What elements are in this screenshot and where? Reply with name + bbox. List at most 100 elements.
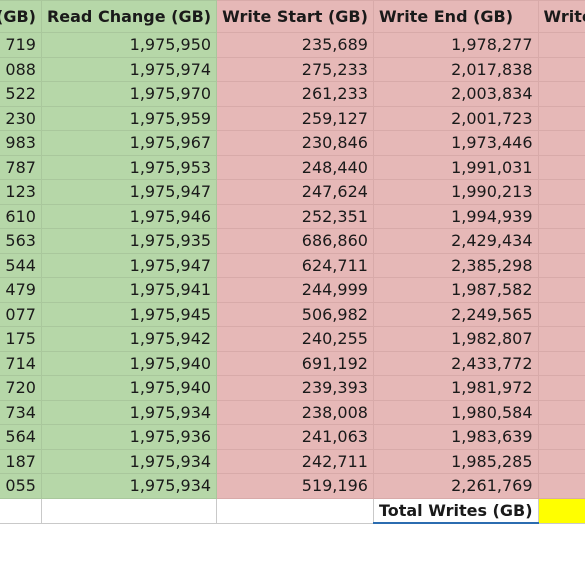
cell-read-end[interactable]: 720 xyxy=(0,375,42,401)
cell-write-change[interactable]: 1,742,5 xyxy=(537,228,585,254)
header-cell-write-change[interactable]: Write Change ( xyxy=(537,0,585,33)
cell-read-end[interactable]: 479 xyxy=(0,277,42,303)
cell-write-end[interactable]: 2,261,769 xyxy=(372,473,539,499)
cell-write-start[interactable]: 686,860 xyxy=(216,228,374,254)
cell-write-end[interactable]: 1,981,972 xyxy=(372,375,539,401)
cell-write-start[interactable]: 275,233 xyxy=(216,56,374,82)
cell-write-start[interactable]: 240,255 xyxy=(216,326,374,352)
cell-write-change[interactable]: 1,742,5 xyxy=(537,399,585,425)
cell-write-start[interactable]: 252,351 xyxy=(216,203,374,229)
total-writes-label[interactable]: Total Writes (GB) xyxy=(372,497,539,524)
cell-read-change[interactable]: 1,975,970 xyxy=(40,81,218,107)
cell-write-end[interactable]: 2,001,723 xyxy=(372,105,539,131)
cell-write-start[interactable]: 238,008 xyxy=(216,399,374,425)
cell-read-end[interactable]: 175 xyxy=(0,326,42,352)
cell-read-end[interactable]: 522 xyxy=(0,81,42,107)
cell-write-start[interactable]: 244,999 xyxy=(216,277,374,303)
cell-read-end[interactable]: 088 xyxy=(0,56,42,82)
cell-read-end[interactable]: 564 xyxy=(0,424,42,450)
cell-write-start[interactable]: 624,711 xyxy=(216,252,374,278)
header-cell-read-end[interactable]: (GB) xyxy=(0,0,42,33)
cell-write-start[interactable]: 247,624 xyxy=(216,179,374,205)
cell-write-end[interactable]: 1,973,446 xyxy=(372,130,539,156)
cell-write-change[interactable]: 1,760,5 xyxy=(537,252,585,278)
cell-write-start[interactable]: 691,192 xyxy=(216,350,374,376)
cell-read-end[interactable]: 544 xyxy=(0,252,42,278)
cell-read-change[interactable]: 1,975,935 xyxy=(40,228,218,254)
cell-read-change[interactable]: 1,975,959 xyxy=(40,105,218,131)
cell-write-start[interactable]: 242,711 xyxy=(216,448,374,474)
cell-write-change[interactable]: 1,742,5 xyxy=(537,105,585,131)
cell-read-end[interactable]: 714 xyxy=(0,350,42,376)
cell-read-change[interactable]: 1,975,940 xyxy=(40,375,218,401)
cell-read-change[interactable]: 1,975,950 xyxy=(40,32,218,58)
cell-read-change[interactable]: 1,975,953 xyxy=(40,154,218,180)
cell-write-start[interactable]: 261,233 xyxy=(216,81,374,107)
cell-write-start[interactable]: 248,440 xyxy=(216,154,374,180)
cell-write-start[interactable]: 239,393 xyxy=(216,375,374,401)
cell-read-end[interactable]: 719 xyxy=(0,32,42,58)
cell-read-end[interactable]: 734 xyxy=(0,399,42,425)
cell-empty[interactable] xyxy=(216,497,374,524)
cell-read-end[interactable]: 787 xyxy=(0,154,42,180)
cell-read-end[interactable]: 983 xyxy=(0,130,42,156)
cell-write-change[interactable]: 1,742,5 xyxy=(537,448,585,474)
cell-write-end[interactable]: 2,385,298 xyxy=(372,252,539,278)
cell-write-end[interactable]: 1,994,939 xyxy=(372,203,539,229)
cell-read-end[interactable]: 077 xyxy=(0,301,42,327)
cell-write-change[interactable]: 1,742,5 xyxy=(537,301,585,327)
cell-read-change[interactable]: 1,975,974 xyxy=(40,56,218,82)
cell-write-change[interactable]: 1,742,5 xyxy=(537,473,585,499)
cell-write-start[interactable]: 230,846 xyxy=(216,130,374,156)
cell-write-start[interactable]: 259,127 xyxy=(216,105,374,131)
cell-read-end[interactable]: 563 xyxy=(0,228,42,254)
cell-write-end[interactable]: 1,982,807 xyxy=(372,326,539,352)
cell-read-change[interactable]: 1,975,934 xyxy=(40,473,218,499)
cell-write-end[interactable]: 1,980,584 xyxy=(372,399,539,425)
cell-read-change[interactable]: 1,975,934 xyxy=(40,399,218,425)
cell-write-end[interactable]: 2,249,565 xyxy=(372,301,539,327)
cell-read-change[interactable]: 1,975,945 xyxy=(40,301,218,327)
header-cell-read-change[interactable]: Read Change (GB) xyxy=(40,0,218,33)
cell-write-change[interactable]: 1,742,6 xyxy=(537,56,585,82)
cell-write-end[interactable]: 1,991,031 xyxy=(372,154,539,180)
cell-write-end[interactable]: 2,017,838 xyxy=(372,56,539,82)
cell-write-end[interactable]: 2,429,434 xyxy=(372,228,539,254)
cell-read-change[interactable]: 1,975,942 xyxy=(40,326,218,352)
cell-write-change[interactable]: 1,742,5 xyxy=(537,32,585,58)
cell-write-change[interactable]: 1,742,6 xyxy=(537,130,585,156)
total-writes-value[interactable]: 33,127,0 xyxy=(537,497,585,524)
cell-write-end[interactable]: 1,990,213 xyxy=(372,179,539,205)
cell-read-change[interactable]: 1,975,947 xyxy=(40,179,218,205)
cell-write-end[interactable]: 2,003,834 xyxy=(372,81,539,107)
header-cell-write-end[interactable]: Write End (GB) xyxy=(372,0,539,33)
cell-empty[interactable] xyxy=(40,497,218,524)
cell-read-change[interactable]: 1,975,940 xyxy=(40,350,218,376)
cell-write-end[interactable]: 1,987,582 xyxy=(372,277,539,303)
cell-write-change[interactable]: 1,742,6 xyxy=(537,81,585,107)
cell-write-change[interactable]: 1,742,5 xyxy=(537,154,585,180)
cell-read-change[interactable]: 1,975,946 xyxy=(40,203,218,229)
cell-read-change[interactable]: 1,975,934 xyxy=(40,448,218,474)
cell-write-change[interactable]: 1,742,5 xyxy=(537,350,585,376)
cell-read-change[interactable]: 1,975,936 xyxy=(40,424,218,450)
cell-read-end[interactable]: 187 xyxy=(0,448,42,474)
cell-write-start[interactable]: 519,196 xyxy=(216,473,374,499)
cell-write-change[interactable]: 1,742,5 xyxy=(537,326,585,352)
cell-read-end[interactable]: 230 xyxy=(0,105,42,131)
cell-write-start[interactable]: 235,689 xyxy=(216,32,374,58)
header-cell-write-start[interactable]: Write Start (GB) xyxy=(216,0,374,33)
cell-write-change[interactable]: 1,742,5 xyxy=(537,277,585,303)
cell-read-end[interactable]: 610 xyxy=(0,203,42,229)
cell-read-change[interactable]: 1,975,947 xyxy=(40,252,218,278)
cell-write-change[interactable]: 1,742,5 xyxy=(537,203,585,229)
cell-read-end[interactable]: 055 xyxy=(0,473,42,499)
cell-write-end[interactable]: 1,985,285 xyxy=(372,448,539,474)
cell-read-change[interactable]: 1,975,967 xyxy=(40,130,218,156)
cell-write-change[interactable]: 1,742,5 xyxy=(537,179,585,205)
cell-empty[interactable] xyxy=(0,497,42,524)
cell-read-end[interactable]: 123 xyxy=(0,179,42,205)
cell-write-start[interactable]: 506,982 xyxy=(216,301,374,327)
cell-write-end[interactable]: 1,978,277 xyxy=(372,32,539,58)
cell-write-change[interactable]: 1,742,5 xyxy=(537,424,585,450)
